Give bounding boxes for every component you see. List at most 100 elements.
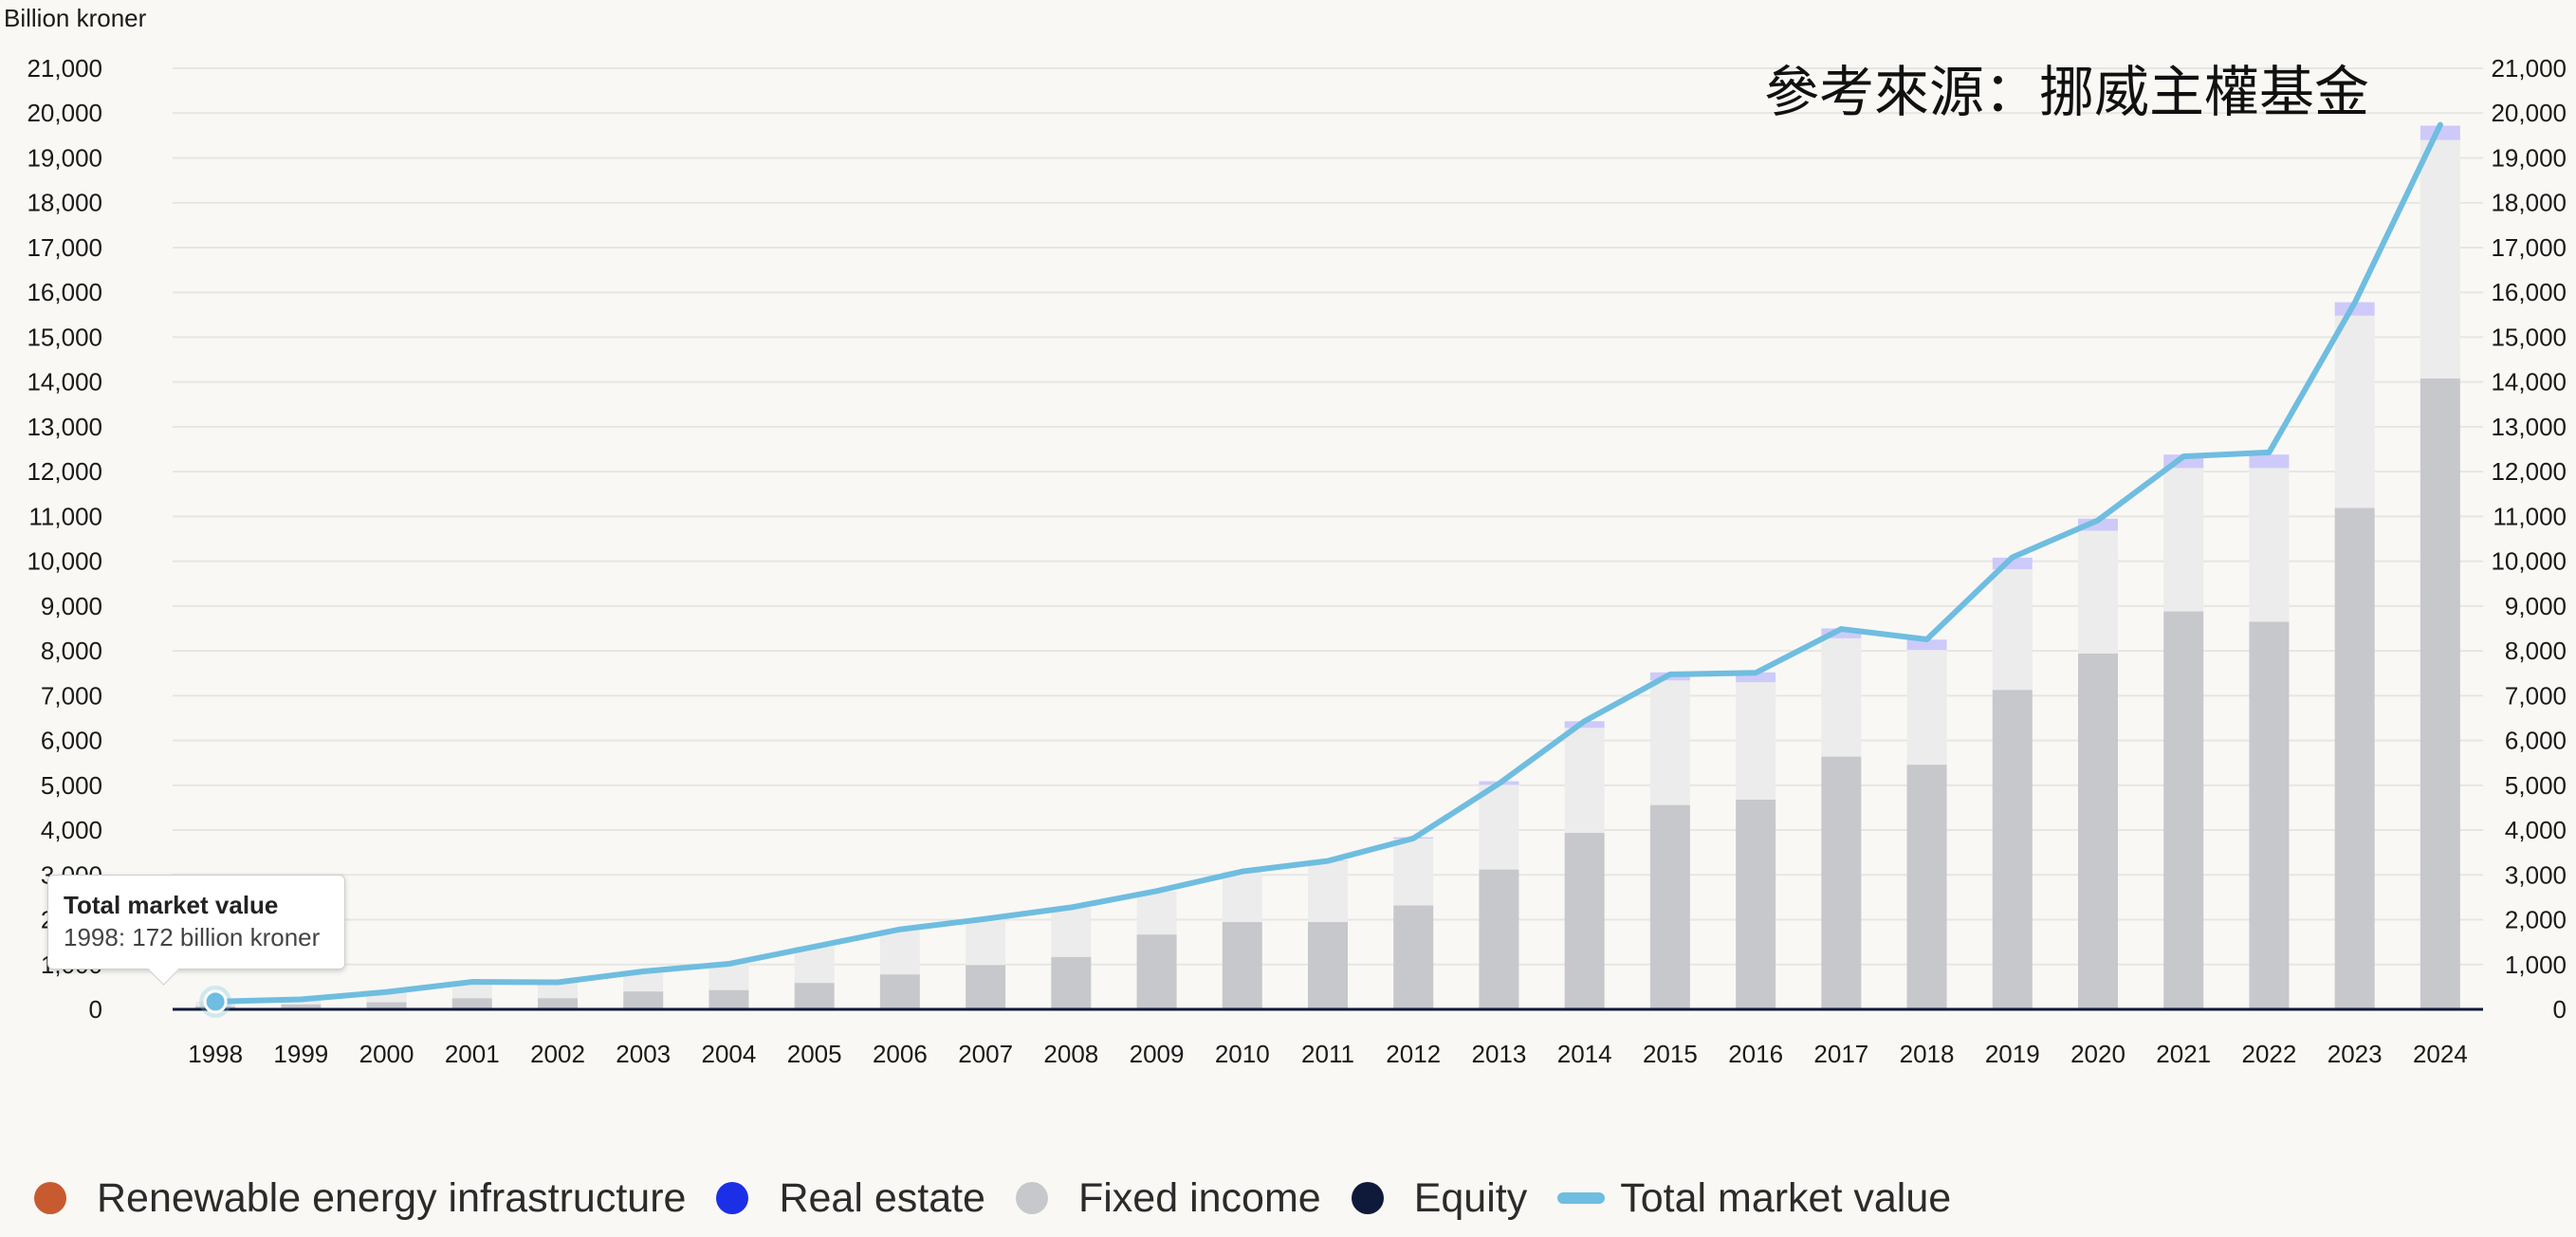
legend-label-renewable: Renewable energy infrastructure <box>97 1174 687 1221</box>
bar-equity-2011 <box>1308 921 1348 1009</box>
tooltip-body: 1998: 172 billion kroner <box>64 923 321 951</box>
y-tick-label-right: 3,000 <box>2505 860 2567 889</box>
x-tick-label-2008: 2008 <box>1043 1040 1098 1068</box>
legend-swatch-equity <box>1351 1182 1384 1214</box>
bar-equity-1999 <box>281 1004 322 1009</box>
y-tick-label-left: 13,000 <box>27 413 102 441</box>
bar-equity-2021 <box>2163 611 2204 1009</box>
source-watermark: 參考來源：挪威主權基金 <box>1764 60 2370 124</box>
bar-equity-2018 <box>1906 765 1947 1009</box>
y-tick-label-right: 17,000 <box>2491 233 2567 262</box>
bar-fixed-income-2021 <box>2163 468 2204 612</box>
bar-fixed-income-2024 <box>2420 139 2460 378</box>
total-market-value-line <box>212 121 2443 1005</box>
bar-fixed-income-2007 <box>966 918 1006 966</box>
bar-real-estate-2022 <box>2249 454 2290 469</box>
bar-equity-2007 <box>966 965 1006 1009</box>
y-tick-label-right: 12,000 <box>2491 457 2567 486</box>
bar-equity-2012 <box>1393 905 1434 1009</box>
bar-fixed-income-2003 <box>623 971 664 992</box>
bar-equity-2013 <box>1479 869 1519 1009</box>
bar-fixed-income-2020 <box>2078 530 2118 654</box>
x-tick-label-2002: 2002 <box>530 1040 585 1068</box>
legend: Renewable energy infrastructure Real est… <box>34 1170 1981 1227</box>
y-tick-label-left: 0 <box>89 995 102 1024</box>
legend-swatch-total-market-value <box>1557 1192 1606 1204</box>
legend-item-fixed-income[interactable]: Fixed income <box>1015 1175 1321 1222</box>
bar-equity-2016 <box>1736 799 1776 1009</box>
bar-fixed-income-2004 <box>708 963 749 990</box>
bar-fixed-income-2015 <box>1649 680 1690 805</box>
bar-real-estate-2023 <box>2334 302 2375 316</box>
bar-fixed-income-2014 <box>1564 728 1605 833</box>
bar-real-estate-2016 <box>1736 672 1776 683</box>
bar-equity-2024 <box>2420 378 2460 1010</box>
y-tick-label-left: 12,000 <box>27 457 102 486</box>
bar-equity-2009 <box>1136 934 1177 1009</box>
bar-equity-2000 <box>366 1002 407 1009</box>
y-tick-label-left: 20,000 <box>27 99 102 127</box>
x-tick-label-2016: 2016 <box>1728 1040 1783 1068</box>
x-tick-label-2001: 2001 <box>445 1040 500 1068</box>
bar-equity-2006 <box>879 974 920 1009</box>
bar-equity-2019 <box>1992 690 2033 1009</box>
x-tick-label-2024: 2024 <box>2413 1040 2468 1068</box>
bar-real-estate-2024 <box>2420 125 2460 140</box>
y-tick-label-right: 6,000 <box>2505 727 2567 755</box>
x-tick-label-2013: 2013 <box>1472 1040 1527 1068</box>
y-tick-label-left: 6,000 <box>41 727 102 755</box>
x-tick-label-2019: 2019 <box>1985 1040 2040 1068</box>
bar-equity-2008 <box>1051 956 1092 1009</box>
x-tick-label-2020: 2020 <box>2070 1040 2125 1068</box>
bar-equity-2014 <box>1564 832 1605 1009</box>
x-tick-label-2007: 2007 <box>958 1040 1013 1068</box>
legend-item-renewable[interactable]: Renewable energy infrastructure <box>34 1175 686 1222</box>
y-tick-label-left: 17,000 <box>27 233 102 262</box>
x-tick-label-2018: 2018 <box>1900 1040 1955 1068</box>
bar-fixed-income-2012 <box>1393 839 1434 906</box>
x-tick-label-2017: 2017 <box>1813 1040 1868 1068</box>
y-tick-label-left: 7,000 <box>41 681 102 710</box>
y-tick-label-left: 18,000 <box>27 189 102 217</box>
bar-real-estate-2017 <box>1821 628 1862 638</box>
x-tick-label-2022: 2022 <box>2242 1040 2297 1068</box>
y-tick-label-left: 5,000 <box>41 771 102 800</box>
x-tick-label-2011: 2011 <box>1301 1040 1354 1068</box>
bar-fixed-income-2005 <box>794 946 835 984</box>
x-tick-label-2014: 2014 <box>1557 1040 1612 1068</box>
x-tick-label-2000: 2000 <box>359 1040 414 1068</box>
bar-fixed-income-2006 <box>879 929 920 975</box>
y-tick-label-right: 21,000 <box>2491 54 2567 83</box>
tooltip-title: Total market value <box>64 891 279 919</box>
bar-fixed-income-2019 <box>1992 569 2033 691</box>
x-tick-label-2004: 2004 <box>702 1040 757 1068</box>
y-tick-label-right: 15,000 <box>2491 323 2567 351</box>
bar-fixed-income-2017 <box>1821 637 1862 757</box>
legend-item-real-estate[interactable]: Real estate <box>716 1175 985 1222</box>
x-tick-label-1999: 1999 <box>273 1040 328 1068</box>
x-tick-label-2010: 2010 <box>1215 1040 1270 1068</box>
legend-swatch-fixed-income <box>1015 1182 1048 1214</box>
marker-point-1998 <box>203 989 228 1014</box>
y-tick-label-left: 16,000 <box>27 278 102 306</box>
y-tick-label-right: 5,000 <box>2505 771 2567 800</box>
legend-swatch-real-estate <box>716 1182 749 1214</box>
bar-fixed-income-2013 <box>1479 785 1519 870</box>
bar-fixed-income-2022 <box>2249 468 2290 622</box>
y-tick-label-left: 14,000 <box>27 368 102 397</box>
y-tick-label-right: 9,000 <box>2505 592 2567 620</box>
y-tick-label-right: 16,000 <box>2491 278 2567 306</box>
y-tick-label-right: 11,000 <box>2493 502 2567 530</box>
legend-item-equity[interactable]: Equity <box>1351 1174 1528 1222</box>
bar-equity-2002 <box>538 998 578 1009</box>
legend-item-total-market-value[interactable]: Total market value <box>1557 1175 1951 1222</box>
legend-label-equity: Equity <box>1413 1174 1528 1221</box>
y-tick-label-right: 18,000 <box>2491 189 2567 217</box>
legend-label-total-market-value: Total market value <box>1620 1174 1952 1221</box>
bar-equity-2010 <box>1222 921 1262 1009</box>
y-tick-label-right: 19,000 <box>2491 143 2567 172</box>
bar-equity-2022 <box>2249 621 2290 1009</box>
x-tick-label-2023: 2023 <box>2328 1040 2383 1068</box>
y-tick-label-right: 8,000 <box>2505 637 2567 665</box>
bar-equity-2017 <box>1821 756 1862 1009</box>
